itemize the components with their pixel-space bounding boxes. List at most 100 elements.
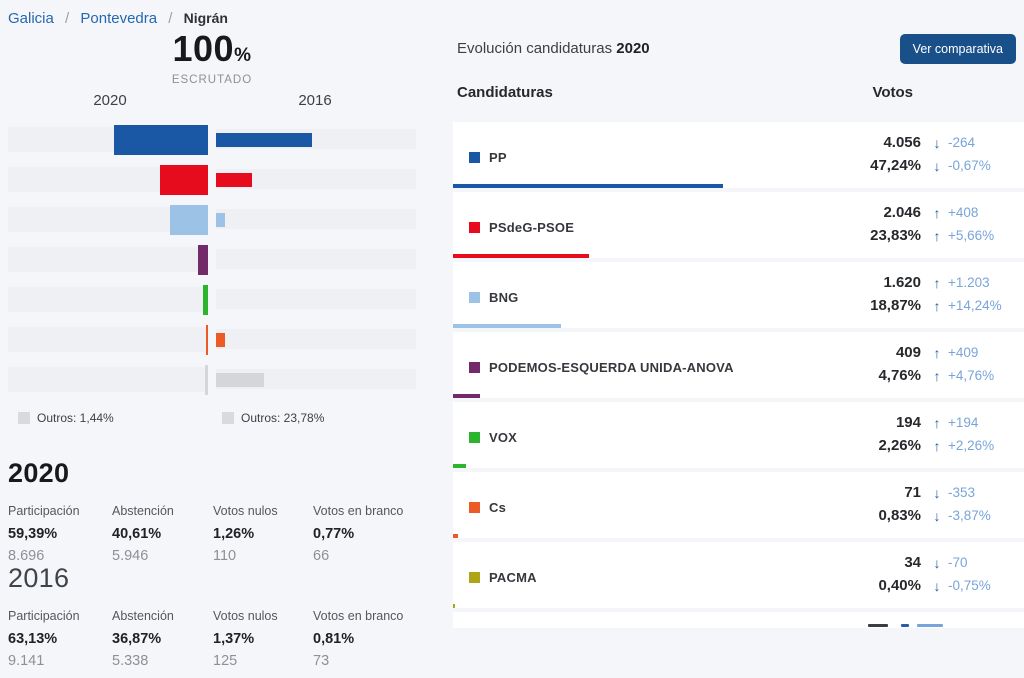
value-line: 409 ↑ +409 bbox=[878, 341, 1012, 364]
arrow-down-icon: ↓ bbox=[933, 157, 941, 174]
arrow-down-icon: ↓ bbox=[933, 554, 941, 571]
stat-label: Abstención bbox=[112, 609, 174, 623]
stat-votos-nulos: Votos nulos 1,26% 110 bbox=[213, 504, 313, 564]
result-bar bbox=[453, 254, 590, 258]
tornado-row-cs bbox=[0, 325, 424, 365]
candidature-row-bng: BNG 1.620 ↑ +1.203 18,87% ↑ +14,24% bbox=[453, 262, 1024, 328]
bar-2020-psdeg-psoe bbox=[160, 165, 208, 195]
candidature-row-cs: Cs 71 ↓ -353 0,83% ↓ -3,87% bbox=[453, 472, 1024, 538]
value-line: 4.056 ↓ -264 bbox=[870, 131, 1012, 154]
legend-swatch-icon bbox=[222, 412, 234, 424]
candidature-row-pp: PP 4.056 ↓ -264 47,24% ↓ -0,67% bbox=[453, 122, 1024, 188]
bar-2016-outros bbox=[216, 373, 264, 387]
bar-track-2016 bbox=[216, 369, 416, 389]
stat-label: Votos en branco bbox=[313, 504, 404, 518]
bar-2020-pp bbox=[113, 125, 208, 155]
legend-outros-2016: Outros: 23,78% bbox=[222, 411, 324, 425]
evolution-title-text: Evolución candidaturas bbox=[457, 40, 613, 57]
scrutiny-number: 100 bbox=[172, 28, 235, 69]
arrow-up-icon: ↑ bbox=[933, 297, 941, 314]
bar-track-2020 bbox=[8, 247, 208, 272]
clipped-text-fragment bbox=[917, 624, 943, 627]
delta-value: -264 bbox=[948, 135, 976, 150]
stat-percentage: 63,13% bbox=[8, 631, 58, 647]
bar-2020-bng bbox=[170, 205, 208, 235]
delta-value: -0,67% bbox=[948, 158, 991, 173]
value: 194 bbox=[895, 414, 921, 431]
arrow-down-icon: ↓ bbox=[933, 507, 941, 524]
value-line: 1.620 ↑ +1.203 bbox=[870, 271, 1012, 294]
arrow-down-icon: ↓ bbox=[933, 484, 941, 501]
delta-value: +2,26% bbox=[948, 438, 995, 453]
arrow-up-icon: ↑ bbox=[933, 344, 941, 361]
scrutiny-label: ESCRUTADO bbox=[171, 74, 253, 86]
clipped-text-fragment bbox=[901, 624, 909, 627]
party-color-swatch-icon bbox=[469, 362, 480, 373]
stat-abstenci-n: Abstención 40,61% 5.946 bbox=[112, 504, 213, 564]
bar-2020-vox bbox=[203, 285, 208, 315]
value-line: 0,40% ↓ -0,75% bbox=[878, 574, 1012, 597]
clipped-text-fragment bbox=[868, 624, 888, 627]
value: 2.046 bbox=[883, 204, 921, 221]
stat-percentage: 36,87% bbox=[112, 631, 162, 647]
breadcrumb-link-province[interactable]: Pontevedra bbox=[80, 10, 158, 27]
tornado-row-psdeg-psoe bbox=[0, 165, 424, 205]
votes-cell: 409 ↑ +409 4,76% ↑ +4,76% bbox=[878, 341, 1012, 387]
bar-2016-cs bbox=[216, 333, 226, 347]
arrow-up-icon: ↑ bbox=[933, 437, 941, 454]
bar-2016-bng bbox=[216, 213, 226, 227]
stats-grid: Participación 63,13% 9.141 Abstención 36,87%… bbox=[8, 609, 438, 669]
evolution-panel: Evolución candidaturas 2020 Ver comparat… bbox=[453, 0, 1024, 678]
delta-value: +409 bbox=[948, 345, 979, 360]
stat-count: 110 bbox=[213, 548, 237, 564]
stats-block-2016: 2016 Participación 63,13% 9.141 Abstención 36… bbox=[8, 563, 438, 669]
arrow-up-icon: ↑ bbox=[933, 227, 941, 244]
party-cell: BNG bbox=[469, 290, 519, 305]
delta-value: +5,66% bbox=[948, 228, 995, 243]
bar-2016-pp bbox=[216, 133, 312, 147]
value-line: 2.046 ↑ +408 bbox=[870, 201, 1012, 224]
stat-label: Votos nulos bbox=[213, 609, 278, 623]
bar-2020-cs bbox=[206, 325, 208, 355]
bar-track-2016 bbox=[216, 169, 416, 189]
delta-value: +14,24% bbox=[948, 298, 1002, 313]
view-comparison-button[interactable]: Ver comparativa bbox=[899, 34, 1016, 64]
delta-value: -0,75% bbox=[948, 578, 991, 593]
votes-cell: 194 ↑ +194 2,26% ↑ +2,26% bbox=[878, 411, 1012, 457]
breadcrumb-current-municipality: Nigrán bbox=[183, 10, 228, 26]
value: 34 bbox=[904, 554, 921, 571]
stat-percentage: 1,37% bbox=[213, 631, 255, 647]
stat-percentage: 40,61% bbox=[112, 526, 162, 542]
breadcrumb-link-region[interactable]: Galicia bbox=[8, 10, 54, 27]
arrow-up-icon: ↑ bbox=[933, 367, 941, 384]
chart-year-2020: 2020 bbox=[93, 92, 127, 109]
result-bar bbox=[453, 604, 456, 608]
stat-participaci-n: Participación 63,13% 9.141 bbox=[8, 609, 112, 669]
result-bar bbox=[453, 184, 723, 188]
tornado-row-pp bbox=[0, 125, 424, 165]
bar-track-2016 bbox=[216, 209, 416, 229]
bar-2020-podemos-esquerda-unida-anova bbox=[198, 245, 208, 275]
stat-participaci-n: Participación 59,39% 8.696 bbox=[8, 504, 112, 564]
stat-percentage: 1,26% bbox=[213, 526, 255, 542]
party-name: PODEMOS-ESQUERDA UNIDA-ANOVA bbox=[489, 360, 734, 375]
column-header-votes: Votos bbox=[872, 84, 913, 101]
result-bar bbox=[453, 324, 561, 328]
bar-track-2020 bbox=[8, 367, 208, 392]
evolution-title: Evolución candidaturas 2020 bbox=[457, 40, 650, 57]
stats-year-title: 2020 bbox=[8, 458, 70, 488]
result-bar bbox=[453, 464, 466, 468]
party-cell: PSdeG-PSOE bbox=[469, 220, 574, 235]
stat-count: 8.696 bbox=[8, 548, 45, 564]
breadcrumb-separator: / bbox=[168, 10, 173, 27]
value: 23,83% bbox=[870, 227, 921, 244]
party-color-swatch-icon bbox=[469, 292, 480, 303]
result-bar bbox=[453, 534, 458, 538]
party-cell: Cs bbox=[469, 500, 506, 515]
party-name: Cs bbox=[489, 500, 507, 515]
scrutiny-percent-sign: % bbox=[234, 45, 252, 66]
arrow-up-icon: ↑ bbox=[933, 414, 941, 431]
delta-value: +408 bbox=[948, 205, 979, 220]
party-cell: PACMA bbox=[469, 570, 537, 585]
